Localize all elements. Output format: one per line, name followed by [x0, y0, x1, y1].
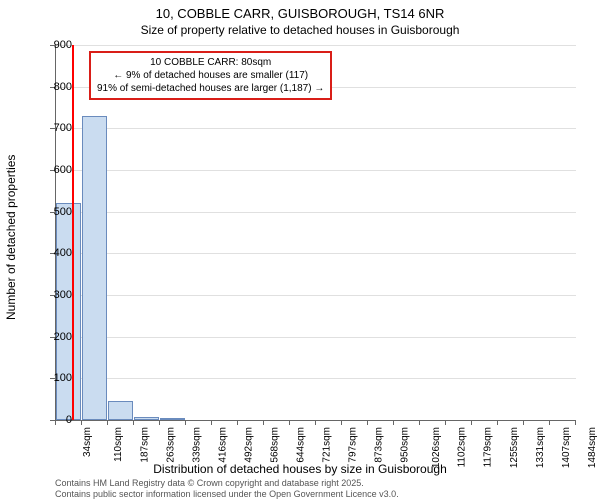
x-tick — [471, 420, 472, 425]
x-tick-label: 1331sqm — [535, 427, 546, 468]
grid-line — [56, 295, 576, 296]
x-tick — [237, 420, 238, 425]
y-tick-label: 900 — [54, 39, 72, 51]
x-tick — [549, 420, 550, 425]
x-tick — [263, 420, 264, 425]
grid-line — [56, 128, 576, 129]
x-tick — [367, 420, 368, 425]
x-tick-label: 263sqm — [166, 427, 177, 463]
histogram-bar — [108, 401, 133, 420]
x-tick-label: 568sqm — [270, 427, 281, 463]
grid-line — [56, 378, 576, 379]
x-tick — [107, 420, 108, 425]
annotation-line1: 10 COBBLE CARR: 80sqm — [97, 56, 324, 69]
annotation-line2: ← 9% of detached houses are smaller (117… — [97, 69, 324, 82]
y-tick-label: 100 — [54, 372, 72, 384]
y-tick-label: 700 — [54, 122, 72, 134]
x-tick-label: 797sqm — [348, 427, 359, 463]
highlight-line — [72, 45, 74, 420]
y-tick-label: 200 — [54, 331, 72, 343]
x-tick-label: 721sqm — [322, 427, 333, 463]
x-tick — [315, 420, 316, 425]
annotation-box: 10 COBBLE CARR: 80sqm← 9% of detached ho… — [89, 51, 332, 100]
y-tick-label: 600 — [54, 164, 72, 176]
x-tick — [81, 420, 82, 425]
histogram-bar — [56, 203, 81, 420]
x-tick — [497, 420, 498, 425]
grid-line — [56, 253, 576, 254]
x-tick — [211, 420, 212, 425]
x-tick-label: 873sqm — [374, 427, 385, 463]
histogram-bar — [134, 417, 159, 420]
grid-line — [56, 45, 576, 46]
x-tick-label: 1026sqm — [431, 427, 442, 468]
y-tick-label: 500 — [54, 206, 72, 218]
histogram-bar — [82, 116, 107, 420]
y-axis-label: Number of detached properties — [4, 154, 18, 319]
x-tick-label: 339sqm — [192, 427, 203, 463]
y-tick-label: 800 — [54, 81, 72, 93]
x-tick-label: 416sqm — [218, 427, 229, 463]
chart-subtitle: Size of property relative to detached ho… — [0, 23, 600, 37]
x-tick-label: 1102sqm — [456, 427, 467, 467]
x-tick-label: 950sqm — [400, 427, 411, 463]
x-tick-label: 1484sqm — [587, 427, 598, 468]
grid-line — [56, 212, 576, 213]
grid-line — [56, 337, 576, 338]
x-tick — [419, 420, 420, 425]
footer-attribution: Contains HM Land Registry data © Crown c… — [55, 478, 399, 500]
annotation-line3: 91% of semi-detached houses are larger (… — [97, 82, 324, 95]
x-tick — [341, 420, 342, 425]
x-tick — [159, 420, 160, 425]
plot-area: 10 COBBLE CARR: 80sqm← 9% of detached ho… — [55, 45, 576, 421]
x-tick — [575, 420, 576, 425]
footer-line2: Contains public sector information licen… — [55, 489, 399, 500]
x-tick-label: 644sqm — [296, 427, 307, 463]
x-tick-label: 492sqm — [244, 427, 255, 463]
grid-line — [56, 170, 576, 171]
x-tick-label: 1255sqm — [509, 427, 520, 468]
x-tick — [523, 420, 524, 425]
x-tick-label: 187sqm — [140, 427, 151, 463]
x-tick — [289, 420, 290, 425]
footer-line1: Contains HM Land Registry data © Crown c… — [55, 478, 399, 489]
x-tick — [185, 420, 186, 425]
chart-container: 10, COBBLE CARR, GUISBOROUGH, TS14 6NR S… — [0, 0, 600, 500]
x-tick-label: 1179sqm — [482, 427, 493, 467]
x-tick — [445, 420, 446, 425]
x-tick — [55, 420, 56, 425]
x-tick-label: 1407sqm — [561, 427, 572, 468]
chart-title: 10, COBBLE CARR, GUISBOROUGH, TS14 6NR — [0, 0, 600, 23]
y-tick-label: 0 — [66, 414, 72, 426]
x-tick — [133, 420, 134, 425]
y-tick-label: 400 — [54, 247, 72, 259]
y-tick-label: 300 — [54, 289, 72, 301]
histogram-bar — [160, 418, 185, 420]
x-tick-label: 34sqm — [82, 427, 93, 457]
x-tick — [393, 420, 394, 425]
x-tick-label: 110sqm — [113, 427, 124, 462]
